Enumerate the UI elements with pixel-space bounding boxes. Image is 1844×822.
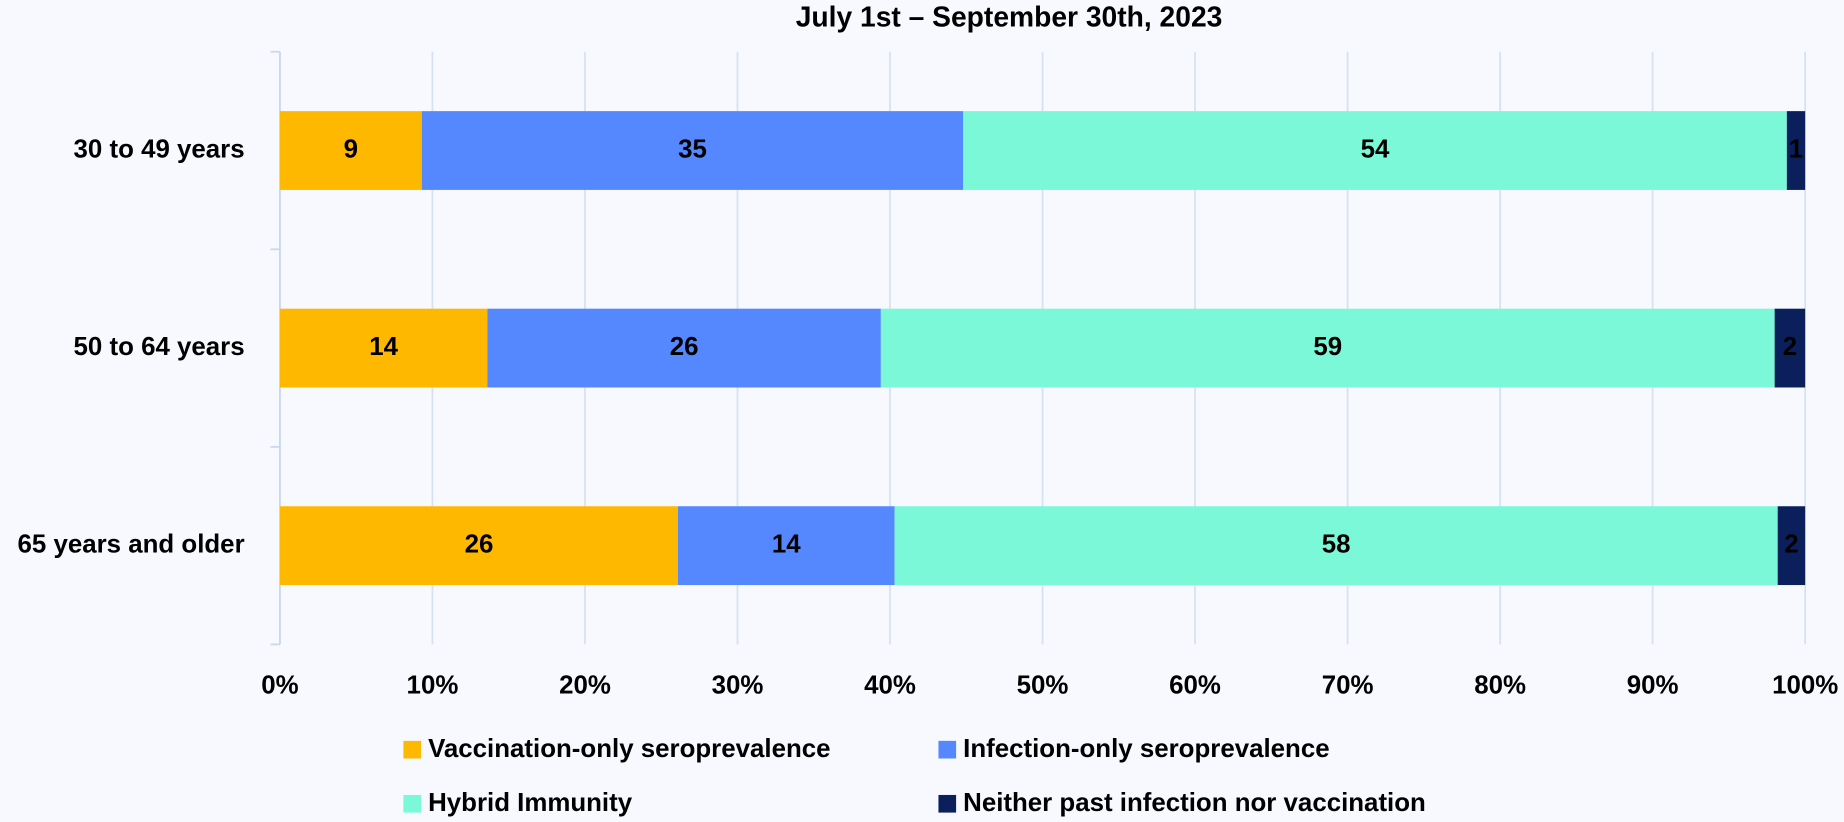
data-label: 1 bbox=[1789, 135, 1803, 163]
chart-title: July 1st – September 30th, 2023 bbox=[796, 0, 1223, 32]
x-tick-label: 80% bbox=[1474, 672, 1526, 700]
data-label: 58 bbox=[1322, 530, 1351, 558]
data-label: 26 bbox=[465, 530, 494, 558]
x-tick-label: 30% bbox=[712, 672, 764, 700]
bar-segment bbox=[963, 111, 1787, 190]
bar-segment bbox=[1786, 111, 1806, 190]
data-label: 35 bbox=[678, 135, 707, 163]
data-label: 9 bbox=[344, 135, 358, 163]
legend-swatch bbox=[403, 740, 422, 759]
x-tick-label: 40% bbox=[864, 672, 916, 700]
data-label: 14 bbox=[369, 333, 398, 361]
x-tick-label: 70% bbox=[1322, 672, 1374, 700]
legend-swatch bbox=[938, 794, 957, 813]
data-label: 26 bbox=[670, 333, 699, 361]
bar-segment bbox=[279, 506, 679, 586]
data-label: 14 bbox=[772, 530, 801, 558]
data-label: 2 bbox=[1783, 333, 1797, 361]
x-tick-label: 50% bbox=[1017, 672, 1069, 700]
y-tick-label: 30 to 49 years bbox=[74, 135, 245, 163]
legend-label: Hybrid Immunity bbox=[428, 789, 633, 817]
y-tick-label: 65 years and older bbox=[18, 530, 245, 558]
legend-label: Neither past infection nor vaccination bbox=[963, 789, 1426, 817]
bar-segment bbox=[421, 111, 964, 190]
bar-segment bbox=[279, 111, 422, 190]
x-tick-label: 10% bbox=[407, 672, 459, 700]
y-tick-label: 50 to 64 years bbox=[74, 333, 245, 361]
x-tick-label: 0% bbox=[261, 672, 298, 700]
bar-segment bbox=[487, 308, 881, 388]
x-tick-label: 60% bbox=[1169, 672, 1221, 700]
data-label: 54 bbox=[1361, 135, 1390, 163]
bar-segment bbox=[894, 506, 1778, 586]
x-tick-label: 90% bbox=[1627, 672, 1679, 700]
legend-swatch bbox=[403, 794, 422, 813]
x-tick-label: 20% bbox=[559, 672, 611, 700]
data-label: 2 bbox=[1784, 530, 1798, 558]
bar-segment bbox=[678, 506, 895, 586]
data-label: 59 bbox=[1313, 333, 1342, 361]
bar-segment bbox=[880, 308, 1775, 388]
legend-label: Vaccination-only seroprevalence bbox=[428, 735, 830, 763]
bar-segment bbox=[279, 308, 488, 388]
bar-segment bbox=[1774, 308, 1806, 388]
legend-label: Infection-only seroprevalence bbox=[963, 735, 1329, 763]
legend-swatch bbox=[938, 740, 957, 759]
x-tick-label: 100% bbox=[1772, 672, 1838, 700]
bar-segment bbox=[1777, 506, 1806, 586]
